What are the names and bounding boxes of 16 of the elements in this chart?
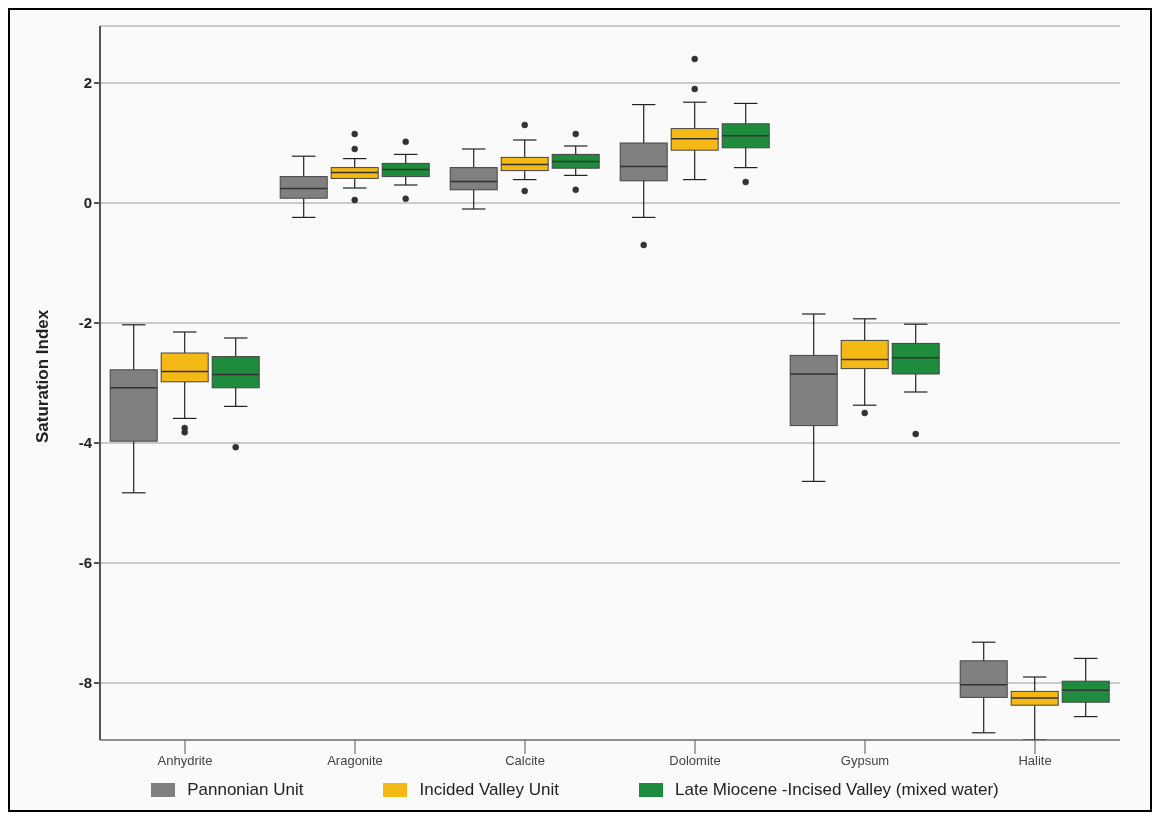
x-tick-label: Anhydrite [157,753,213,769]
x-tick-label: Aragonite [327,753,383,769]
y-tick-label: -6 [78,554,92,572]
x-tick-label: Halite [1018,753,1052,769]
legend-label: Late Miocene -Incised Valley (mixed water) [675,780,999,800]
x-tick-label: Calcite [505,753,545,769]
y-tick-label: -8 [78,674,92,692]
x-tick-label: Dolomite [669,753,721,769]
legend-label: Incided Valley Unit [419,780,560,800]
y-tick-label: 2 [83,74,92,92]
y-axis-title: Saturation Index [33,309,53,443]
y-tick-label: -4 [78,434,93,452]
y-tick-label: 0 [83,194,92,212]
x-tick-label: Gypsum [840,753,890,769]
y-tick-label: -2 [78,314,92,332]
legend-label: Pannonian Unit [187,780,304,800]
